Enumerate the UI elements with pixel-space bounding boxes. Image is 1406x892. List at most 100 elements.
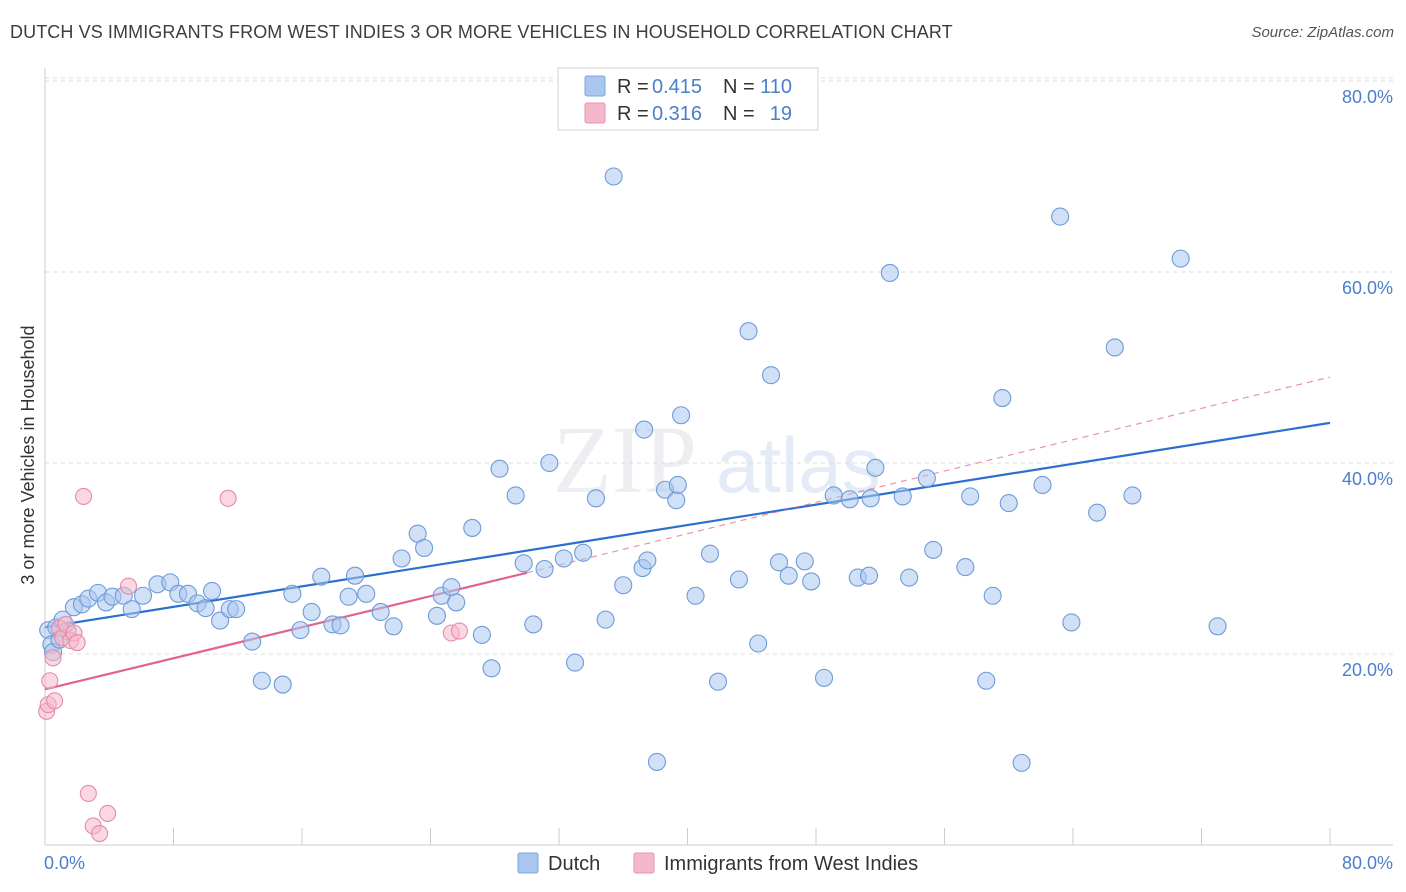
dutch-point-55 (540, 453, 559, 473)
dutch-point-84 (840, 490, 859, 509)
dutch-point-90 (893, 487, 912, 506)
dutch-point-104 (1088, 503, 1107, 522)
legend-n-label-dutch: N = (723, 76, 755, 98)
y-tick-label-40: 40.0% (1342, 469, 1393, 489)
dutch-point-22 (203, 581, 222, 601)
dutch-point-26 (243, 632, 262, 651)
dutch-point-14 (122, 600, 141, 619)
series-west-indies-points (38, 487, 468, 843)
dutch-point-47 (463, 518, 482, 537)
dutch-point-93 (924, 540, 943, 559)
west-indies-point-2 (41, 672, 59, 690)
dutch-point-40 (392, 549, 411, 568)
legend-r-label-dutch: R = (617, 76, 649, 98)
x-tick-label-min: 0.0% (44, 853, 85, 873)
dutch-point-70 (668, 475, 687, 495)
bottom-legend-swatch-west-indies (633, 852, 655, 874)
legend-r-label-west-indies: R = (617, 103, 649, 125)
dutch-point-25 (227, 600, 246, 619)
trend-line-west-indies-extension (526, 376, 1331, 574)
dutch-point-76 (749, 634, 768, 653)
dutch-point-45 (442, 578, 461, 597)
dutch-point-87 (866, 458, 885, 477)
dutch-point-100 (1012, 753, 1031, 772)
dutch-point-60 (596, 610, 615, 629)
legend-n-value-west-indies: 19 (770, 103, 792, 125)
dutch-point-21 (196, 599, 215, 618)
dutch-point-102 (1051, 207, 1070, 226)
dutch-point-78 (770, 553, 789, 572)
dutch-point-15 (133, 586, 153, 605)
west-indies-point-17 (219, 489, 237, 507)
dutch-point-73 (708, 672, 728, 691)
west-indies-point-12 (79, 784, 97, 802)
dutch-point-59 (586, 489, 605, 508)
dutch-point-101 (1033, 475, 1052, 495)
dutch-point-53 (524, 615, 543, 634)
y-tick-labels: 20.0% 40.0% 60.0% 80.0% (1342, 87, 1393, 680)
dutch-point-57 (566, 653, 585, 672)
trend-line-dutch (44, 421, 1331, 629)
dutch-point-42 (415, 538, 434, 558)
dutch-point-50 (490, 459, 509, 478)
dutch-point-94 (956, 558, 975, 577)
legend-r-value-dutch: 0.415 (652, 76, 702, 98)
dutch-point-46 (447, 593, 466, 612)
west-indies-point-14 (91, 824, 109, 843)
west-indies-point-11 (75, 487, 93, 505)
dutch-point-28 (273, 675, 292, 694)
bottom-legend-swatch-dutch (517, 852, 539, 874)
dutch-point-27 (252, 671, 271, 690)
dutch-point-31 (302, 602, 321, 622)
grid-lines (45, 77, 1393, 655)
west-indies-point-19 (450, 622, 468, 640)
dutch-point-81 (802, 572, 821, 591)
west-indies-point-16 (119, 577, 138, 595)
x-tick-label-max: 80.0% (1342, 853, 1393, 873)
dutch-point-91 (900, 568, 919, 587)
dutch-point-103 (1062, 613, 1081, 632)
dutch-point-92 (917, 469, 936, 488)
dutch-point-61 (604, 167, 623, 186)
legend-swatch-west-indies (584, 102, 606, 124)
dutch-point-86 (859, 566, 879, 585)
dutch-point-99 (999, 494, 1018, 513)
series-legend: Dutch Immigrants from West Indies (517, 852, 918, 875)
west-indies-point-15 (99, 804, 117, 823)
dutch-point-74 (729, 570, 748, 589)
dutch-point-108 (1208, 617, 1227, 636)
dutch-point-52 (514, 554, 533, 573)
dutch-point-95 (961, 487, 980, 506)
legend-swatch-dutch (584, 75, 606, 97)
dutch-point-89 (880, 263, 899, 283)
legend-n-value-dutch: 110 (760, 76, 792, 98)
west-indies-point-10 (68, 633, 86, 652)
dutch-point-107 (1171, 249, 1190, 268)
dutch-point-80 (795, 552, 814, 571)
stats-legend: R = 0.415 N = 110 R = 0.316 N = 19 (557, 67, 819, 131)
source-label: Source: ZipAtlas.com (1251, 24, 1394, 41)
dutch-point-88 (861, 489, 880, 508)
dutch-point-82 (814, 668, 834, 687)
dutch-point-69 (672, 406, 691, 425)
dutch-point-49 (482, 659, 501, 678)
dutch-point-96 (977, 671, 996, 690)
dutch-point-35 (339, 587, 358, 606)
dutch-point-77 (761, 366, 781, 385)
dutch-point-64 (638, 551, 657, 570)
dutch-point-97 (983, 586, 1002, 605)
legend-r-value-west-indies: 0.316 (652, 103, 702, 125)
dutch-point-65 (647, 752, 667, 771)
dutch-point-71 (686, 586, 705, 605)
dutch-point-66 (635, 420, 654, 439)
dutch-point-36 (345, 566, 365, 585)
dutch-point-51 (506, 486, 525, 505)
dutch-point-38 (371, 602, 390, 622)
west-indies-point-3 (44, 649, 62, 667)
dutch-point-105 (1105, 338, 1124, 357)
dutch-point-37 (357, 584, 376, 603)
dutch-point-62 (614, 576, 633, 595)
y-tick-label-60: 60.0% (1342, 278, 1393, 298)
dutch-point-43 (427, 606, 446, 625)
